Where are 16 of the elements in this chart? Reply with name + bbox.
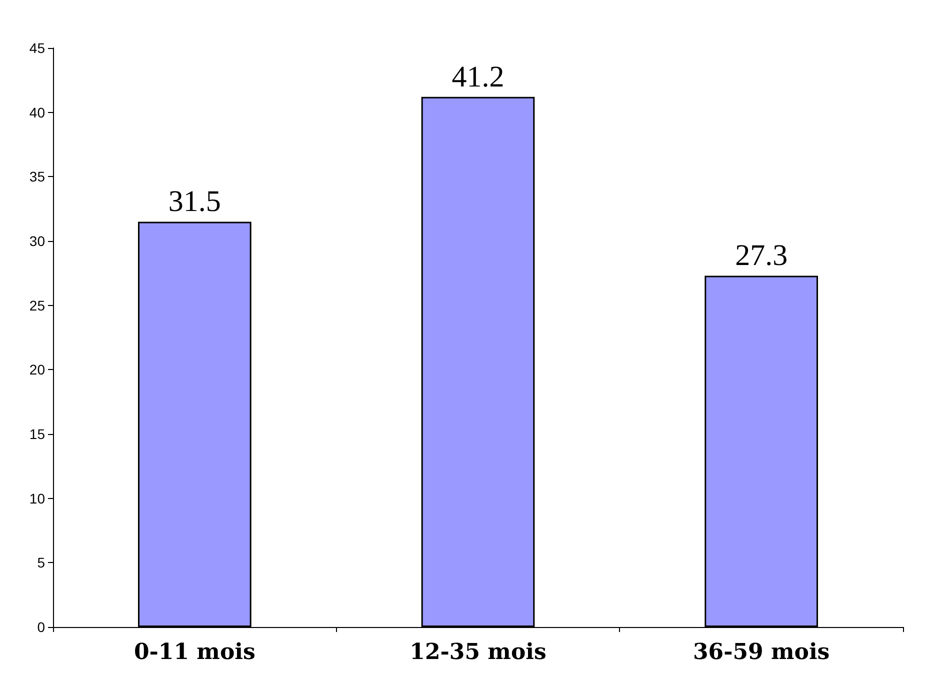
data-label: 31.5 <box>168 185 221 218</box>
y-tick-label: 35 <box>29 168 46 185</box>
y-tick-label: 25 <box>29 297 46 314</box>
y-tick-label: 5 <box>37 554 46 571</box>
data-label: 41.2 <box>452 60 504 94</box>
y-tick-label: 15 <box>29 426 46 442</box>
y-tick-label: 40 <box>29 104 46 120</box>
y-tick-label: 30 <box>29 233 46 249</box>
x-tick-label: 36-59 mois <box>692 639 830 665</box>
y-tick-label: 0 <box>37 619 46 635</box>
y-tick-label: 20 <box>29 362 46 378</box>
x-tick-label: 12-35 mois <box>410 639 546 665</box>
y-tick-label: 10 <box>29 490 46 506</box>
y-tick-label: 45 <box>29 40 46 56</box>
data-label: 27.3 <box>735 239 788 272</box>
x-tick-label: 0-11 mois <box>134 639 256 665</box>
